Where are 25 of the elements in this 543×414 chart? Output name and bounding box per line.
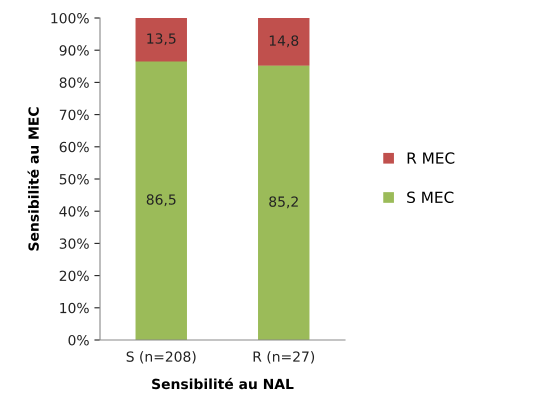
y-axis-title: Sensibilité au MEC [28, 107, 39, 251]
y-tick-label: 80% [60, 77, 89, 88]
y-tick-label: 70% [60, 110, 89, 120]
x-tick-label: R (n=27) [254, 351, 314, 364]
data-label: 85,2 [269, 196, 298, 208]
y-tick-label: 20% [60, 270, 89, 282]
legend-label: R MEC [408, 152, 454, 164]
data-label: 14,8 [270, 35, 298, 48]
bar [136, 18, 187, 62]
bar [258, 18, 310, 66]
y-tick-label: 40% [59, 206, 89, 217]
y-tick-label: 0% [68, 334, 89, 346]
y-tick-label: 60% [60, 142, 89, 152]
x-tick-label: S (n=208) [126, 351, 196, 364]
bar [258, 66, 310, 340]
y-tick-label: 50% [60, 174, 89, 184]
y-tick-label: 30% [60, 238, 89, 249]
bar [136, 61, 187, 340]
y-tick-label: 100% [51, 12, 89, 24]
data-label: 86,5 [146, 194, 176, 206]
y-tick-label: 90% [60, 45, 89, 56]
data-label: 13,5 [147, 33, 176, 46]
y-tick-label: 10% [60, 302, 89, 314]
x-axis-title: Sensibilité au NAL [152, 378, 294, 390]
legend-label: S MEC [407, 191, 454, 204]
